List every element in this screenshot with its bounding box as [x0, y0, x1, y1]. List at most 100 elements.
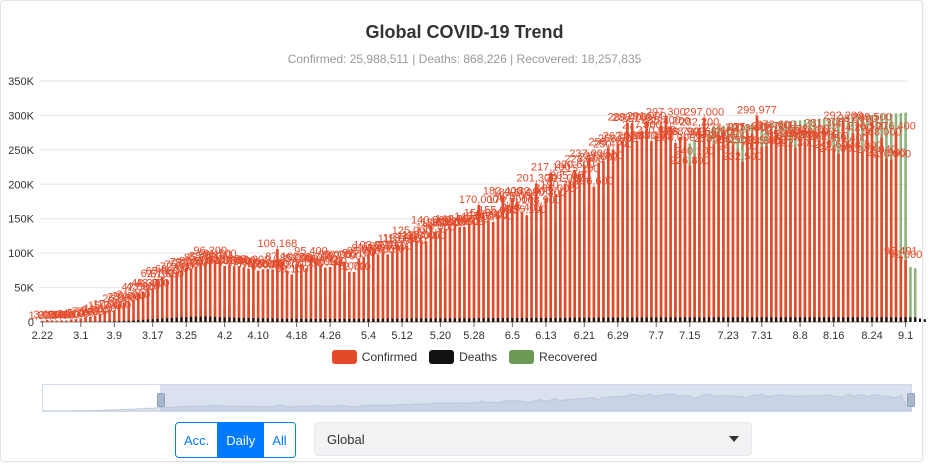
daily-button[interactable]: Daily [218, 423, 265, 457]
accumulated-button[interactable]: Acc. [176, 423, 219, 457]
data-label: 68,700 [155, 264, 189, 276]
deaths-bar [885, 317, 888, 322]
data-label: 75,600 [165, 259, 199, 271]
confirmed-bar [832, 150, 835, 322]
confirmed-bar [885, 158, 888, 322]
deaths-bar [583, 317, 586, 322]
data-label: 69,100 [275, 263, 309, 275]
deaths-bar [194, 316, 197, 322]
deaths-bar [324, 318, 327, 322]
deaths-bar [252, 318, 255, 322]
legend-item-recovered[interactable]: Recovered [509, 350, 597, 364]
zoom-selection[interactable] [160, 385, 911, 411]
data-label: 102,100 [363, 241, 403, 253]
data-label: 258,300 [694, 133, 734, 145]
data-label: 170,000 [488, 194, 528, 206]
confirmed-bar [156, 278, 159, 322]
deaths-bar [161, 318, 164, 322]
data-label: 259,400 [828, 132, 868, 144]
deaths-bar [688, 317, 691, 322]
data-label: 2,500 [38, 309, 66, 321]
confirmed-bar [827, 141, 831, 322]
confirmed-bar [300, 264, 303, 322]
zoom-handle-right[interactable] [907, 393, 915, 407]
confirmed-bar [266, 269, 270, 322]
data-label: 99,600 [352, 242, 386, 254]
confirmed-bar [688, 165, 692, 322]
confirmed-bar [122, 302, 126, 322]
deaths-bar [439, 318, 442, 322]
deaths-bar [823, 317, 826, 322]
data-label: 113,800 [383, 233, 422, 245]
data-label: 86,700 [299, 251, 333, 263]
confirmed-bar [841, 120, 845, 322]
deaths-bar [209, 316, 212, 322]
zoom-handle-left[interactable] [157, 393, 165, 407]
data-label: 2,400 [48, 309, 76, 321]
data-label: 76,900 [251, 258, 285, 270]
deaths-bar [909, 317, 912, 322]
confirmed-bar [765, 146, 768, 322]
data-label: 1,900 [53, 310, 81, 322]
confirmed-bar [132, 300, 135, 322]
mode-button-group: Acc. Daily All [175, 422, 296, 458]
data-label: 95,491 [884, 245, 918, 257]
data-label: 83,800 [213, 253, 247, 265]
deaths-bar [381, 318, 384, 322]
confirmed-bar [60, 320, 63, 322]
data-label: 297,000 [684, 106, 724, 118]
confirmed-bar [837, 153, 840, 322]
deaths-bar [578, 317, 581, 322]
confirmed-bar [870, 122, 874, 322]
y-tick-label: 150K [8, 214, 34, 226]
data-label: 74,600 [241, 260, 275, 272]
data-label: 274,200 [833, 122, 873, 134]
confirmed-bar [635, 141, 639, 322]
x-tick-label: 2.22 [32, 330, 53, 342]
data-label: 264,200 [689, 129, 729, 141]
data-label: 263,000 [632, 130, 672, 142]
data-label: 288,700 [612, 112, 652, 124]
deaths-bar [520, 318, 524, 322]
deaths-bar [755, 317, 758, 322]
region-select[interactable]: Global [314, 422, 752, 456]
deaths-bar [506, 318, 509, 322]
legend-item-confirmed[interactable]: Confirmed [331, 350, 418, 364]
deaths-bar [444, 318, 447, 322]
data-label: 125,000 [392, 225, 432, 237]
legend-item-deaths[interactable]: Deaths [429, 350, 497, 364]
confirmed-bar [55, 320, 59, 322]
deaths-bar [717, 317, 720, 322]
confirmed-bar [741, 161, 744, 322]
confirmed-bar [621, 141, 624, 322]
data-zoom-slider[interactable] [42, 384, 915, 412]
data-label: 299,977 [737, 104, 777, 116]
data-label: 270,600 [636, 125, 676, 137]
data-label: 79,300 [227, 256, 261, 268]
confirmed-bar [793, 148, 797, 322]
all-button[interactable]: All [264, 423, 295, 457]
data-label: 258,500 [598, 133, 638, 145]
deaths-bar [170, 317, 173, 322]
data-label: 135,600 [425, 218, 465, 230]
data-label: 85,600 [184, 252, 218, 264]
deaths-bar [496, 318, 500, 322]
deaths-bar [122, 320, 125, 322]
confirmed-bar [861, 151, 864, 322]
data-label: 98,200 [371, 243, 405, 255]
data-label: 201,300 [516, 172, 556, 184]
legend-label-confirmed: Confirmed [361, 350, 418, 364]
confirmed-bar [539, 205, 543, 322]
confirmed-bar [146, 288, 150, 322]
confirmed-bar [50, 320, 54, 322]
confirmed-bar [511, 197, 514, 322]
data-label: 289,400 [608, 112, 648, 124]
confirmed-bar [228, 264, 231, 322]
deaths-bar [827, 317, 830, 322]
confirmed-bar [626, 122, 629, 322]
confirmed-bar [141, 291, 145, 322]
confirmed-bars [41, 115, 907, 323]
deaths-bar [592, 317, 595, 322]
confirmed-bar [189, 268, 193, 322]
confirmed-bar [899, 256, 903, 322]
